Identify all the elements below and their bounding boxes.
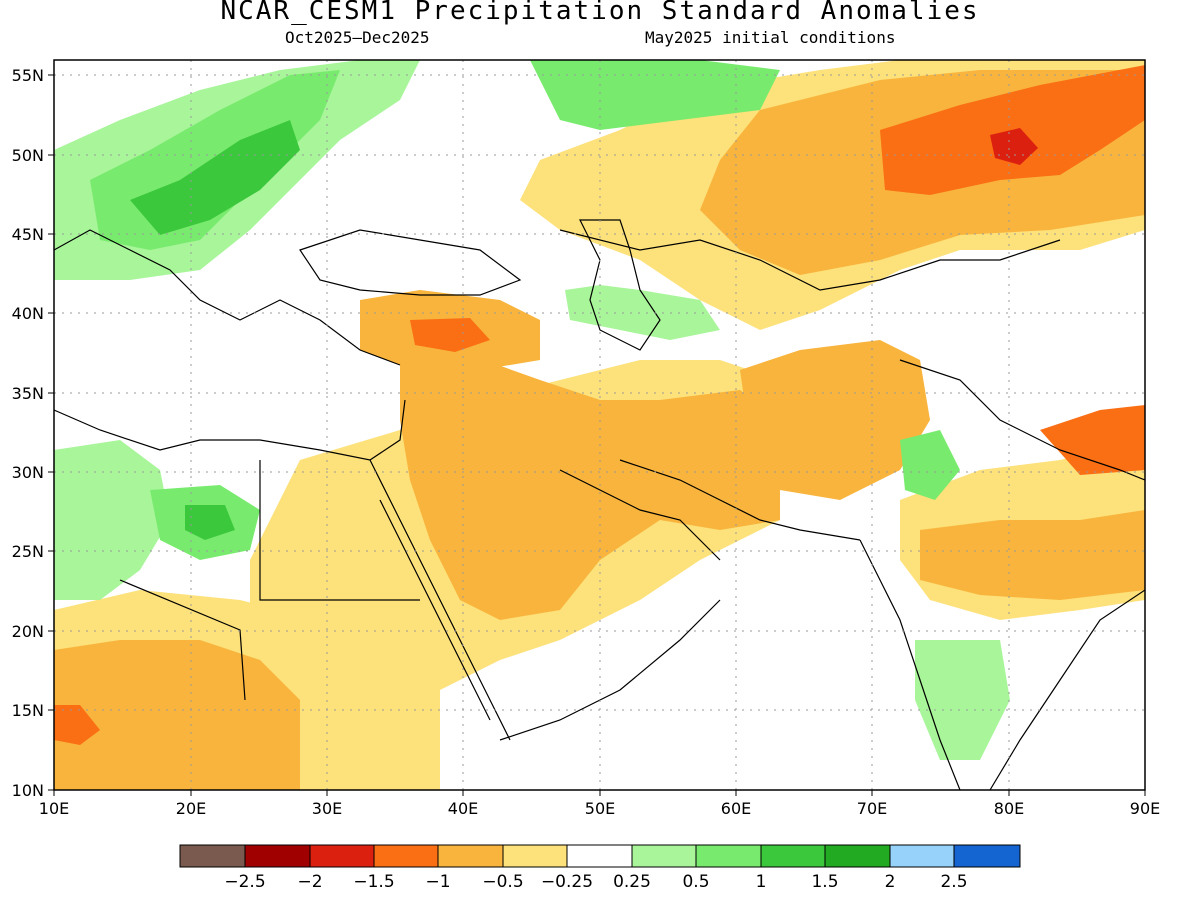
y-tick-label: 50N (12, 146, 44, 165)
coast-north-africa (54, 399, 406, 461)
x-tick-label: 20E (176, 799, 206, 818)
y-tick-label: 40N (12, 304, 44, 323)
region-sahara-wet (54, 440, 170, 600)
coast-black-sea (299, 229, 522, 296)
border-kazakhstan (559, 229, 1061, 291)
coastlines (54, 219, 1145, 790)
y-axis-labels: 10N 15N 20N 25N 30N 35N 40N 45N 50N 55N (12, 66, 44, 800)
x-tick-label: 30E (312, 799, 342, 818)
colorbar-label: 0.5 (682, 872, 709, 892)
colorbar-label: 1 (756, 872, 767, 892)
colorbar-swatch (179, 844, 246, 868)
region-africa-strong (54, 705, 100, 745)
colorbar-swatch (309, 844, 375, 868)
colorbar-swatch (824, 844, 891, 868)
region-kazakhstan-core (990, 128, 1038, 165)
coast-arabia-south (499, 599, 721, 741)
region-arabia-moderate (400, 355, 780, 620)
y-tick-label: 30N (12, 463, 44, 482)
coast-caspian (579, 219, 661, 351)
x-tick-label: 10E (39, 799, 69, 818)
region-iran-afghan (740, 340, 930, 500)
colorbar-swatch (760, 844, 826, 868)
colorbar-label: 1.5 (811, 872, 838, 892)
colorbar-swatch (566, 844, 633, 868)
coast-persian-gulf (559, 469, 721, 561)
colorbar-label: 0.25 (613, 872, 651, 892)
region-pakistan-wet (900, 430, 960, 500)
y-tick-label: 15N (12, 701, 44, 720)
coast-red-sea (369, 459, 511, 741)
x-tick-label: 70E (857, 799, 887, 818)
region-sahara-core (185, 505, 235, 540)
region-india-moderate (920, 510, 1145, 600)
region-africa-moderate (54, 640, 300, 790)
x-tick-label: 60E (721, 799, 751, 818)
coast-red-sea-west (379, 499, 491, 721)
colorbar-swatch (502, 844, 568, 868)
colorbar-swatch (953, 844, 1021, 868)
region-tibet-dry (1040, 405, 1145, 475)
colorbar-swatch (889, 844, 955, 868)
color-bar (179, 844, 1021, 868)
border-libya (119, 579, 246, 701)
region-caspian-wet (565, 285, 720, 340)
colorbar-label: 2.5 (940, 872, 967, 892)
region-europe-strong (130, 120, 300, 235)
colorbar-swatch (373, 844, 439, 868)
border-egypt-sudan (259, 460, 420, 601)
colorbar-label: −2.5 (224, 872, 265, 892)
region-turkey-strong (410, 318, 490, 352)
colorbar-swatch (695, 844, 762, 868)
axis-ticks (48, 74, 1146, 796)
colorbar-label: −0.25 (541, 872, 593, 892)
colorbar-label: −0.5 (482, 872, 523, 892)
colorbar-label: −1.5 (353, 872, 394, 892)
y-tick-label: 10N (12, 781, 44, 800)
region-india-wet (915, 640, 1010, 760)
coast-india-west (859, 539, 961, 790)
initial-conditions: May2025 initial conditions (645, 28, 896, 47)
anomaly-field (54, 60, 1145, 790)
x-tick-label: 40E (448, 799, 478, 818)
forecast-period: Oct2025–Dec2025 (285, 28, 430, 47)
coast-mediterranean-north (54, 229, 401, 366)
y-tick-label: 55N (12, 66, 44, 85)
colorbar-swatch (244, 844, 311, 868)
graticule (54, 60, 1145, 790)
map-title: NCAR_CESM1 Precipitation Standard Anomal… (220, 0, 980, 26)
colorbar-swatch (437, 844, 504, 868)
x-tick-label: 90E (1130, 799, 1160, 818)
x-tick-label: 80E (994, 799, 1024, 818)
border-himalaya (899, 359, 1145, 481)
y-tick-label: 35N (12, 384, 44, 403)
region-russia-wet (530, 60, 780, 130)
colorbar-label: −1 (425, 872, 450, 892)
x-axis-labels: 10E 20E 30E 40E 50E 60E 70E 80E 90E (39, 799, 1160, 818)
coast-india-east (989, 589, 1145, 790)
colorbar-labels: −2.5 −2 −1.5 −1 −0.5 −0.25 0.25 0.5 1 1.… (224, 872, 967, 892)
x-tick-label: 50E (585, 799, 615, 818)
coast-iran-south (619, 459, 861, 541)
y-tick-label: 45N (12, 225, 44, 244)
colorbar-label: −2 (297, 872, 322, 892)
colorbar-label: 2 (885, 872, 896, 892)
y-tick-label: 20N (12, 622, 44, 641)
y-tick-label: 25N (12, 542, 44, 561)
colorbar-swatch (631, 844, 697, 868)
